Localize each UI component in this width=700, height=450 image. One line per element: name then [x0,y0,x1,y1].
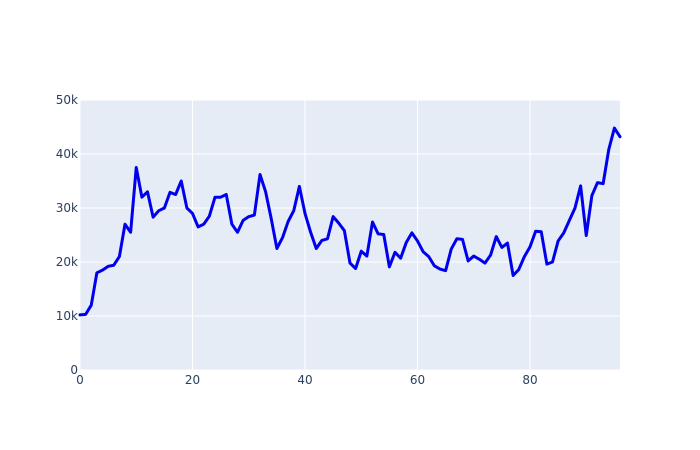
y-tick-label: 40k [56,147,78,161]
plot-background [80,100,620,370]
y-tick-label: 50k [56,93,78,107]
grid-lines [79,99,620,371]
x-tick-label: 40 [297,373,312,387]
x-tick-label: 0 [76,373,84,387]
y-tick-label: 10k [56,309,78,323]
x-tick-label: 80 [522,373,537,387]
x-tick-label: 20 [185,373,200,387]
x-axis-tick-labels: 0 20 40 60 80 [76,373,537,387]
x-tick-label: 60 [410,373,425,387]
y-tick-label: 20k [56,255,78,269]
data-line [78,126,622,317]
y-tick-label: 0 [70,363,78,377]
y-axis-tick-labels: 0 10k 20k 30k 40k 50k [56,93,78,377]
y-tick-label: 30k [56,201,78,215]
